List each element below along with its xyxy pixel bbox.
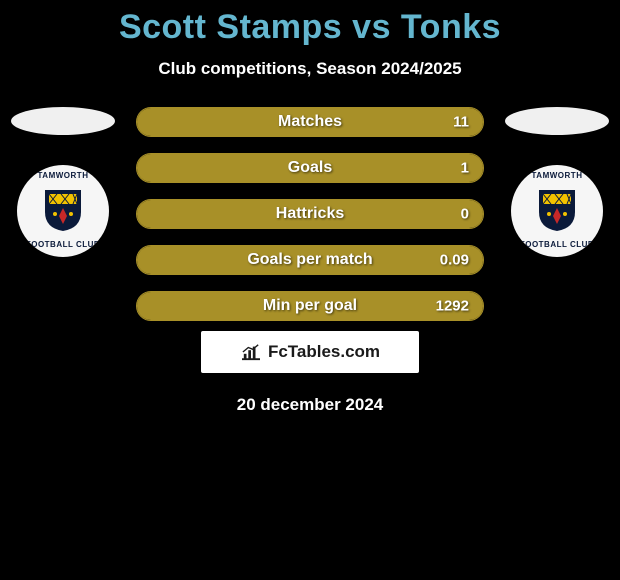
comparison-subtitle: Club competitions, Season 2024/2025	[0, 59, 620, 79]
left-club-top: TAMWORTH	[38, 171, 89, 180]
stat-value: 1292	[436, 298, 469, 315]
stat-value: 0	[461, 206, 469, 223]
stat-label: Min per goal	[263, 297, 357, 315]
stat-row: Hattricks 0	[136, 199, 484, 229]
left-club-badge: TAMWORTH FOOTBALL CLUB	[17, 165, 109, 257]
stat-row: Matches 11	[136, 107, 484, 137]
brand-box[interactable]: FcTables.com	[201, 331, 419, 373]
brand-chart-icon	[240, 343, 262, 361]
comparison-title: Scott Stamps vs Tonks	[0, 8, 620, 47]
left-club-badge-inner: TAMWORTH FOOTBALL CLUB	[17, 165, 109, 257]
right-crest-icon	[537, 188, 577, 232]
left-player-silhouette	[11, 107, 115, 135]
stat-label: Matches	[278, 113, 342, 131]
stat-value: 11	[453, 114, 469, 131]
left-crest-icon	[43, 188, 83, 232]
right-club-top: TAMWORTH	[532, 171, 583, 180]
stat-label: Goals	[288, 159, 332, 177]
stat-row: Goals per match 0.09	[136, 245, 484, 275]
right-club-bottom: FOOTBALL CLUB	[520, 240, 594, 249]
comparison-widget: Scott Stamps vs Tonks Club competitions,…	[0, 0, 620, 415]
right-player-col: TAMWORTH FOOTBALL CLUB	[502, 107, 612, 257]
right-club-badge: TAMWORTH FOOTBALL CLUB	[511, 165, 603, 257]
stat-label: Hattricks	[276, 205, 344, 223]
stat-value: 1	[461, 160, 469, 177]
brand-text: FcTables.com	[268, 342, 380, 362]
stat-value: 0.09	[440, 252, 469, 269]
date-label: 20 december 2024	[0, 395, 620, 415]
left-player-col: TAMWORTH FOOTBALL CLUB	[8, 107, 118, 257]
main-row: TAMWORTH FOOTBALL CLUB	[0, 107, 620, 321]
right-player-silhouette	[505, 107, 609, 135]
stat-row: Goals 1	[136, 153, 484, 183]
stat-label: Goals per match	[247, 251, 372, 269]
stat-row: Min per goal 1292	[136, 291, 484, 321]
right-club-badge-inner: TAMWORTH FOOTBALL CLUB	[511, 165, 603, 257]
stats-column: Matches 11 Goals 1 Hattricks 0 Goals per match…	[136, 107, 484, 321]
left-club-bottom: FOOTBALL CLUB	[26, 240, 100, 249]
